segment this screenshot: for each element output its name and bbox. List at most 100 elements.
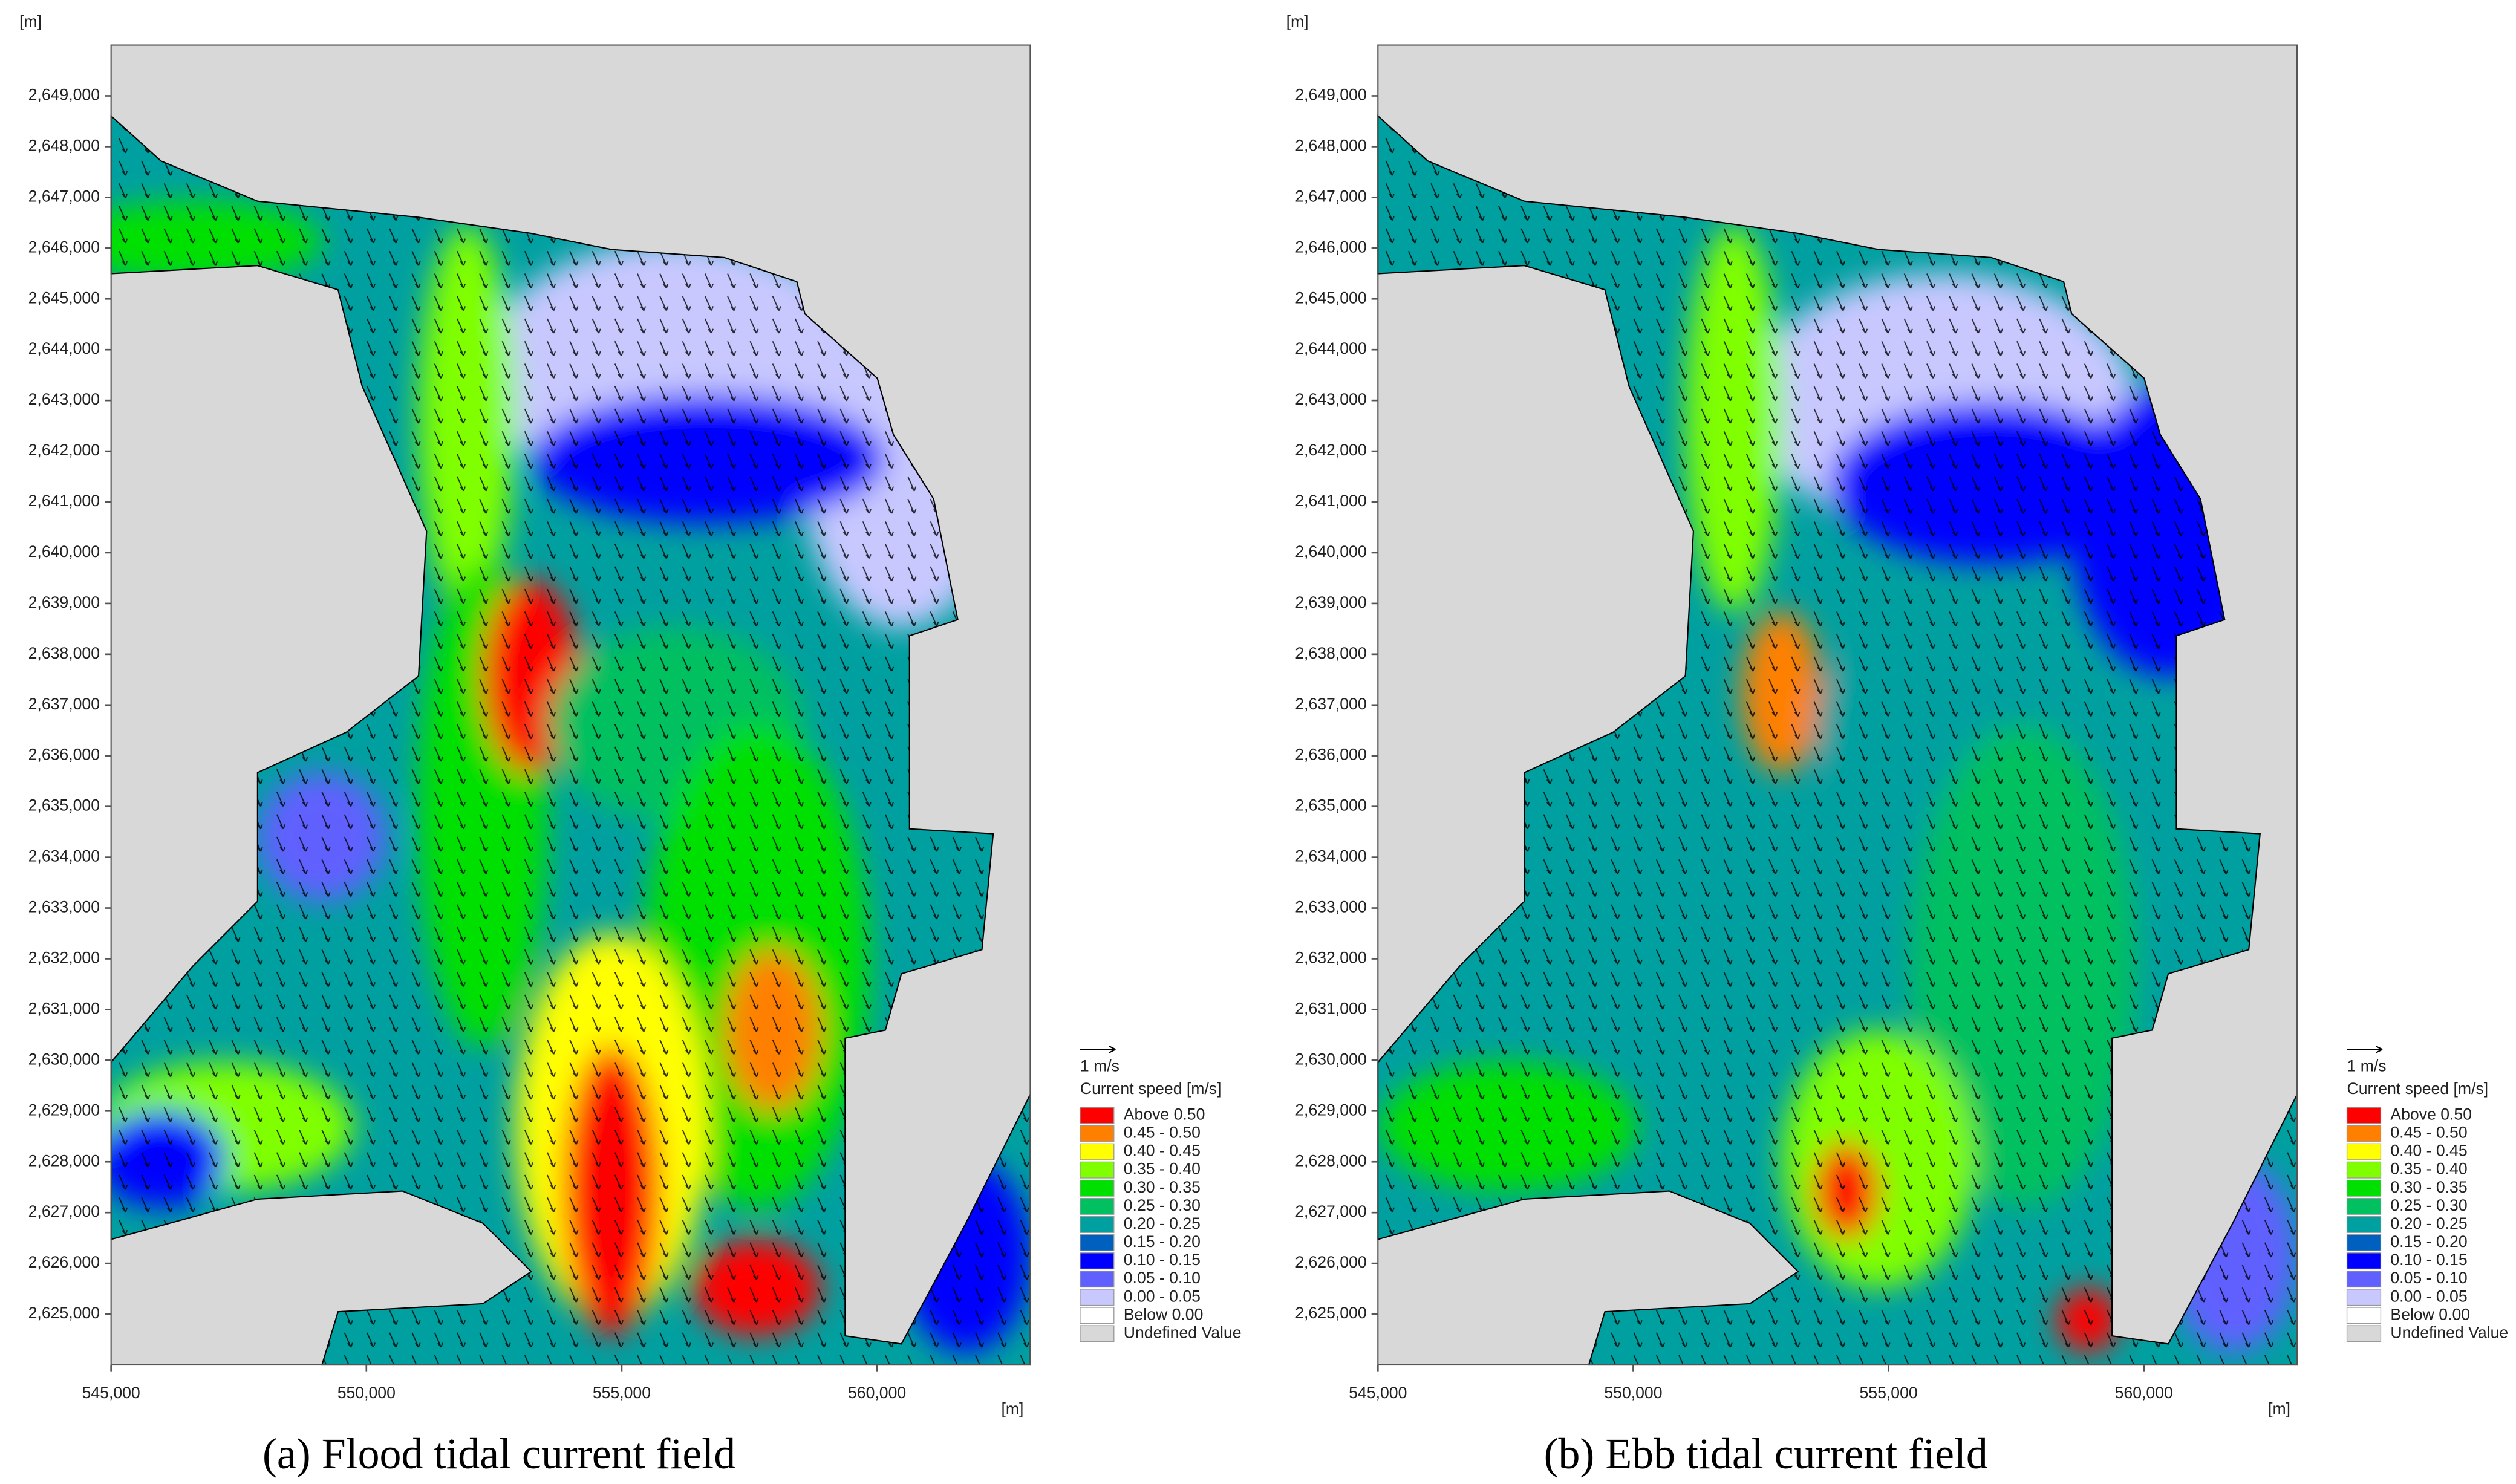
caption: (a) Flood tidal current field xyxy=(262,1430,735,1478)
shoreline xyxy=(1377,114,2298,1366)
y-tick-label: 2,635,000 xyxy=(28,796,100,815)
y-tick-label: 2,628,000 xyxy=(28,1151,100,1170)
legend-label: 0.10 - 0.15 xyxy=(1124,1251,1201,1269)
y-tick-label: 2,630,000 xyxy=(1295,1050,1366,1068)
panel: 2,625,000 2,626,000 2,627,000 2,628,000 2,62… xyxy=(1286,12,2509,1478)
scale-arrow xyxy=(2347,1046,2383,1053)
legend-label: 0.15 - 0.20 xyxy=(2390,1232,2467,1251)
y-tick-label: 2,638,000 xyxy=(1295,644,1366,662)
y-tick-label: 2,633,000 xyxy=(1295,898,1366,916)
y-tick-label: 2,644,000 xyxy=(28,339,100,357)
y-tick-label: 2,625,000 xyxy=(1295,1304,1366,1322)
y-tick-label: 2,645,000 xyxy=(1295,288,1366,307)
y-tick-label: 2,639,000 xyxy=(28,593,100,611)
legend-swatch xyxy=(2346,1161,2382,1179)
y-tick-label: 2,643,000 xyxy=(1295,390,1366,408)
legend-label: 0.25 - 0.30 xyxy=(1124,1196,1201,1214)
x-unit: [m] xyxy=(2268,1400,2290,1418)
legend-label: 0.35 - 0.40 xyxy=(2390,1160,2467,1178)
legend-label: Above 0.50 xyxy=(2390,1105,2472,1124)
legend-swatch xyxy=(1080,1197,1115,1215)
y-tick-label: 2,633,000 xyxy=(28,898,100,916)
y-tick-label: 2,640,000 xyxy=(1295,542,1366,561)
legend-swatch xyxy=(1080,1325,1115,1342)
y-unit: [m] xyxy=(19,12,42,30)
y-tick-label: 2,644,000 xyxy=(1295,339,1366,357)
legend-swatch xyxy=(2346,1325,2382,1342)
legend-label: Below 0.00 xyxy=(1124,1305,1204,1323)
legend-swatch xyxy=(2346,1289,2382,1306)
y-tick-label: 2,634,000 xyxy=(28,847,100,865)
legend-swatch xyxy=(2346,1307,2382,1324)
y-tick-label: 2,636,000 xyxy=(28,746,100,764)
y-unit: [m] xyxy=(1286,12,1309,30)
y-tick-label: 2,634,000 xyxy=(1295,847,1366,865)
legend-swatch xyxy=(2346,1179,2382,1197)
scale-label: 1 m/s xyxy=(1080,1057,1119,1075)
y-tick-label: 2,645,000 xyxy=(28,288,100,307)
y-tick-label: 2,631,000 xyxy=(28,999,100,1017)
y-tick-label: 2,641,000 xyxy=(1295,492,1366,510)
y-tick-label: 2,642,000 xyxy=(1295,441,1366,459)
y-tick-label: 2,637,000 xyxy=(28,695,100,713)
x-tick-label: 560,000 xyxy=(2115,1384,2173,1402)
legend-swatch xyxy=(1080,1107,1115,1124)
y-tick-label: 2,638,000 xyxy=(28,644,100,662)
scale-label: 1 m/s xyxy=(2347,1057,2387,1075)
y-tick-label: 2,639,000 xyxy=(1295,593,1366,611)
legend-label: 0.00 - 0.05 xyxy=(1124,1287,1201,1305)
legend-label: 0.30 - 0.35 xyxy=(2390,1178,2467,1196)
y-tick-label: 2,642,000 xyxy=(28,441,100,459)
legend-swatch xyxy=(2346,1234,2382,1251)
y-tick-label: 2,647,000 xyxy=(1295,187,1366,205)
legend-label: 0.15 - 0.20 xyxy=(1124,1232,1201,1251)
y-tick-label: 2,628,000 xyxy=(1295,1151,1366,1170)
legend-label: 0.40 - 0.45 xyxy=(2390,1142,2467,1160)
legend-swatch xyxy=(1080,1125,1115,1142)
y-tick-label: 2,648,000 xyxy=(1295,136,1366,154)
y-tick-label: 2,631,000 xyxy=(1295,999,1366,1017)
legend-label: 0.40 - 0.45 xyxy=(1124,1142,1201,1160)
x-tick-label: 555,000 xyxy=(593,1384,651,1402)
legend-label: 0.05 - 0.10 xyxy=(1124,1269,1201,1287)
x-tick-label: 545,000 xyxy=(82,1384,140,1402)
legend-swatch xyxy=(2346,1107,2382,1124)
y-tick-label: 2,640,000 xyxy=(28,542,100,561)
y-tick-label: 2,630,000 xyxy=(28,1050,100,1068)
legend-title: Current speed [m/s] xyxy=(1080,1079,1222,1098)
x-tick-label: 550,000 xyxy=(1604,1384,1662,1402)
y-tick-label: 2,625,000 xyxy=(28,1304,100,1322)
y-tick-label: 2,635,000 xyxy=(1295,796,1366,815)
legend-label: Undefined Value xyxy=(1124,1323,1242,1341)
legend-swatch xyxy=(1080,1271,1115,1288)
y-tick-label: 2,648,000 xyxy=(28,136,100,154)
x-tick-label: 555,000 xyxy=(1859,1384,1917,1402)
caption: (b) Ebb tidal current field xyxy=(1544,1430,1988,1478)
y-tick-label: 2,627,000 xyxy=(1295,1202,1366,1220)
y-tick-label: 2,632,000 xyxy=(28,949,100,967)
y-tick-label: 2,647,000 xyxy=(28,187,100,205)
legend-label: 0.20 - 0.25 xyxy=(2390,1214,2467,1232)
legend-label: 0.45 - 0.50 xyxy=(1124,1124,1201,1142)
legend-label: 0.20 - 0.25 xyxy=(1124,1214,1201,1232)
y-tick-label: 2,626,000 xyxy=(28,1253,100,1271)
legend-label: Below 0.00 xyxy=(2390,1305,2470,1323)
y-tick-label: 2,649,000 xyxy=(28,86,100,104)
legend-swatch xyxy=(2346,1143,2382,1160)
y-tick-label: 2,649,000 xyxy=(1295,86,1366,104)
legend-title: Current speed [m/s] xyxy=(2347,1079,2489,1098)
legend-label: 0.30 - 0.35 xyxy=(1124,1178,1201,1196)
legend-swatch xyxy=(1080,1216,1115,1233)
scale-arrow xyxy=(1080,1046,1116,1053)
y-tick-label: 2,641,000 xyxy=(28,492,100,510)
y-tick-label: 2,637,000 xyxy=(1295,695,1366,713)
legend-label: 0.45 - 0.50 xyxy=(2390,1124,2467,1142)
y-tick-label: 2,629,000 xyxy=(28,1101,100,1119)
legend-swatch xyxy=(2346,1216,2382,1233)
y-tick-label: 2,629,000 xyxy=(1295,1101,1366,1119)
shoreline xyxy=(110,114,1031,1366)
y-tick-label: 2,646,000 xyxy=(1295,238,1366,256)
legend-swatch xyxy=(1080,1161,1115,1179)
